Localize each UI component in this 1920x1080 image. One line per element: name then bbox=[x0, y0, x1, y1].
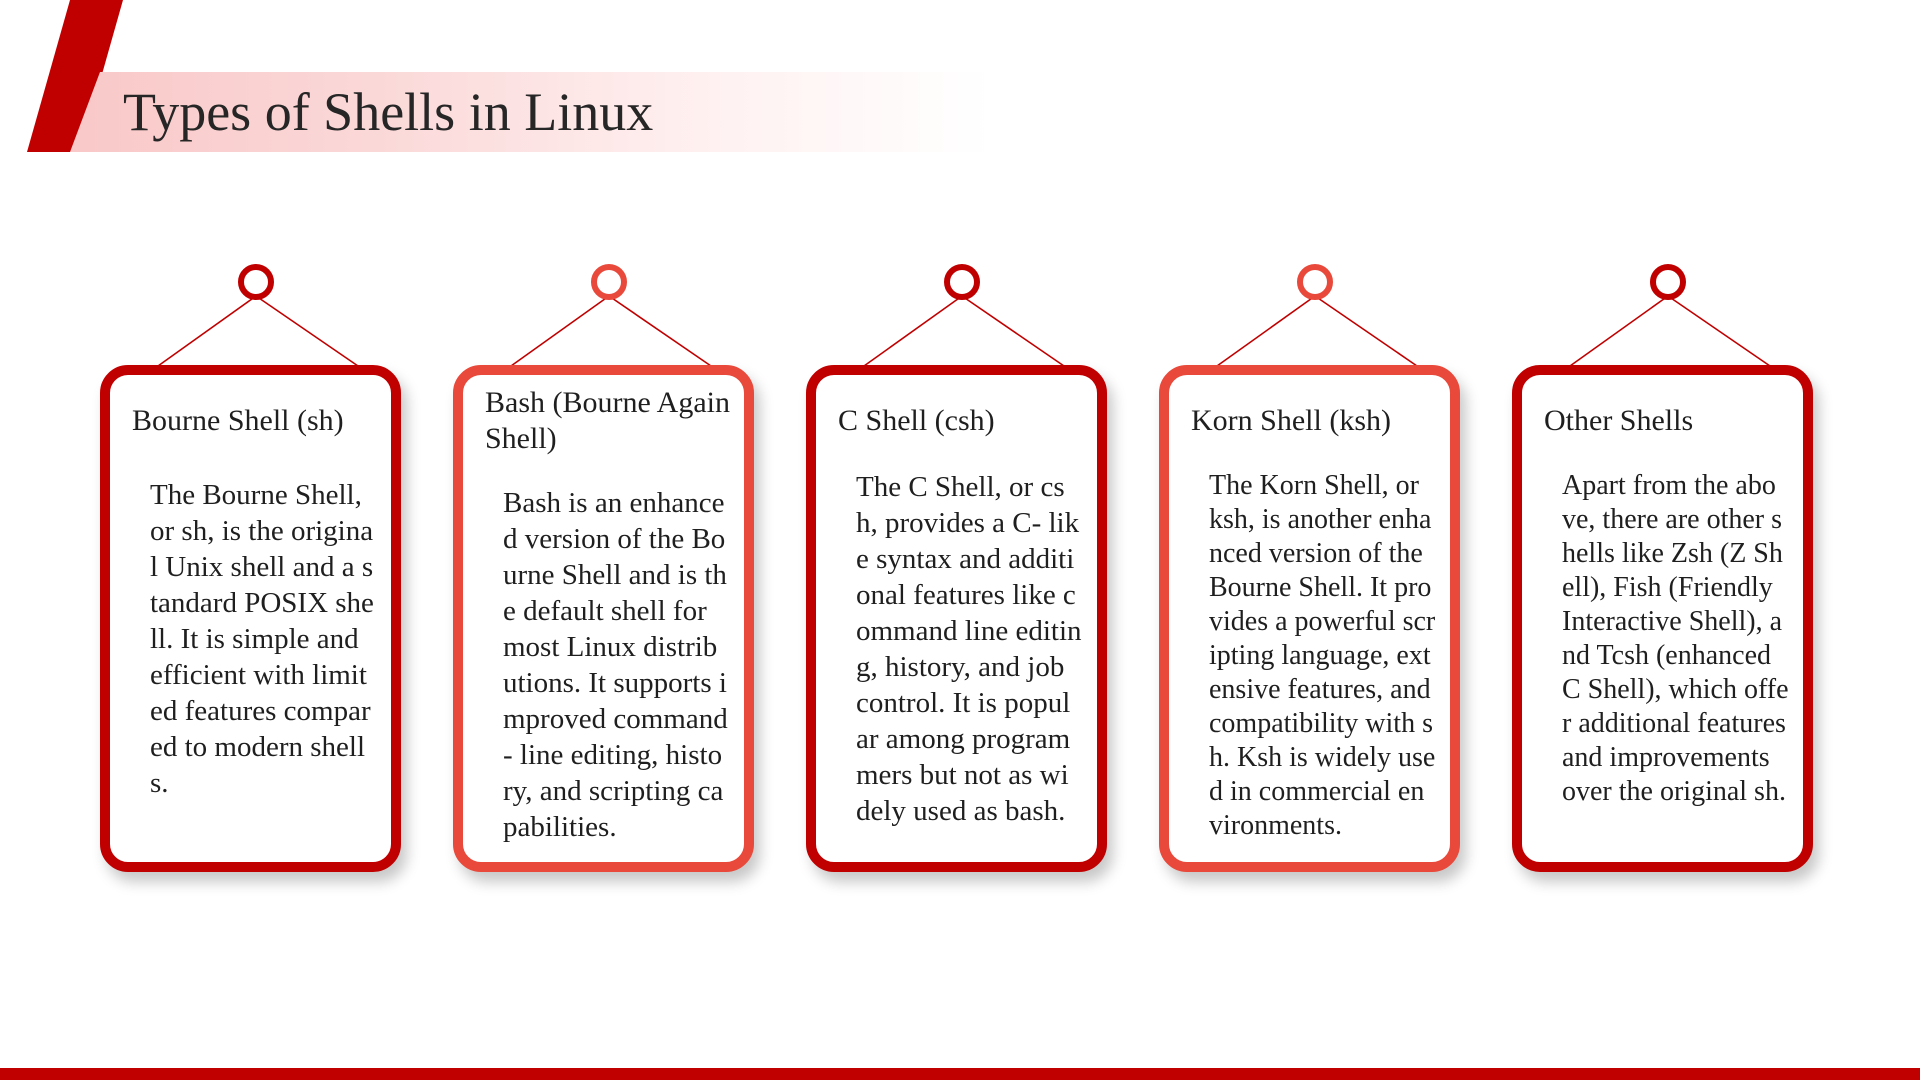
card-body: The Bourne Shell, or sh, is the original… bbox=[150, 479, 374, 799]
hanger-ring-3 bbox=[944, 264, 980, 300]
card-bash: Bash (Bourne Again Shell) Bash is an enh… bbox=[453, 365, 754, 872]
card-bourne-shell: Bourne Shell (sh) The Bourne Shell, or s… bbox=[100, 365, 401, 872]
card-body: Bash is an enhanced version of the Bourn… bbox=[503, 487, 728, 843]
card-body: The Korn Shell, or ksh, is another enhan… bbox=[1209, 470, 1436, 841]
card-title: Other Shells bbox=[1544, 404, 1694, 437]
card-title: C Shell (csh) bbox=[838, 404, 995, 437]
card-title: Korn Shell (ksh) bbox=[1191, 404, 1391, 437]
title-band bbox=[70, 72, 990, 152]
hanger-ring-1 bbox=[238, 264, 274, 300]
card-c-shell: C Shell (csh) The C Shell, or csh, provi… bbox=[806, 365, 1107, 872]
hanger-ring-4 bbox=[1297, 264, 1333, 300]
card-title: Bourne Shell (sh) bbox=[132, 404, 344, 437]
card-body: The C Shell, or csh, provides a C- like … bbox=[856, 471, 1082, 827]
header-slash-decoration bbox=[27, 0, 123, 152]
card-title: Bash (Bourne Again Shell) bbox=[485, 386, 730, 455]
hanger-ring-2 bbox=[591, 264, 627, 300]
card-other-shells: Other Shells Apart from the above, there… bbox=[1512, 365, 1813, 872]
card-body: Apart from the above, there are other sh… bbox=[1562, 470, 1789, 807]
card-korn-shell: Korn Shell (ksh) The Korn Shell, or ksh,… bbox=[1159, 365, 1460, 872]
bottom-accent-bar bbox=[0, 1068, 1920, 1080]
hanger-ring-5 bbox=[1650, 264, 1686, 300]
page-title: Types of Shells in Linux bbox=[123, 82, 654, 142]
